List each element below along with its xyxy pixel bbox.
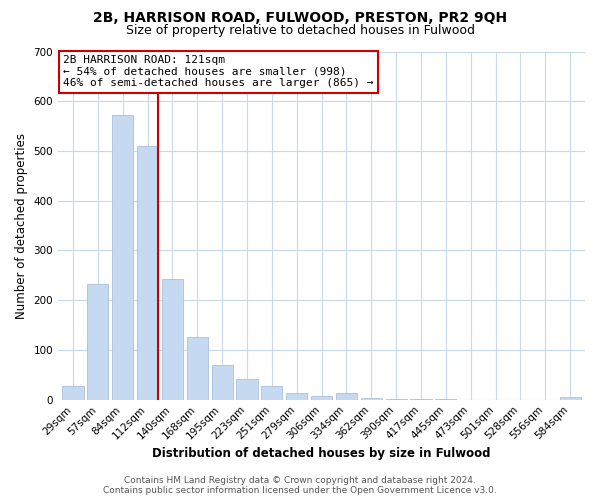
Bar xyxy=(286,393,307,400)
Y-axis label: Number of detached properties: Number of detached properties xyxy=(15,132,28,318)
Bar xyxy=(137,146,158,400)
Text: Size of property relative to detached houses in Fulwood: Size of property relative to detached ho… xyxy=(125,24,475,37)
Bar xyxy=(62,386,83,400)
Bar xyxy=(236,379,257,400)
Text: 2B, HARRISON ROAD, FULWOOD, PRESTON, PR2 9QH: 2B, HARRISON ROAD, FULWOOD, PRESTON, PR2… xyxy=(93,11,507,25)
Bar xyxy=(212,365,233,400)
Text: 2B HARRISON ROAD: 121sqm
← 54% of detached houses are smaller (998)
46% of semi-: 2B HARRISON ROAD: 121sqm ← 54% of detach… xyxy=(64,55,374,88)
Bar xyxy=(162,279,183,400)
Bar xyxy=(361,398,382,400)
Bar xyxy=(87,284,109,400)
Bar xyxy=(311,396,332,400)
Bar xyxy=(112,114,133,400)
Bar xyxy=(261,386,283,400)
Bar xyxy=(336,394,357,400)
Text: Contains HM Land Registry data © Crown copyright and database right 2024.
Contai: Contains HM Land Registry data © Crown c… xyxy=(103,476,497,495)
X-axis label: Distribution of detached houses by size in Fulwood: Distribution of detached houses by size … xyxy=(152,447,491,460)
Bar xyxy=(187,337,208,400)
Bar xyxy=(560,397,581,400)
